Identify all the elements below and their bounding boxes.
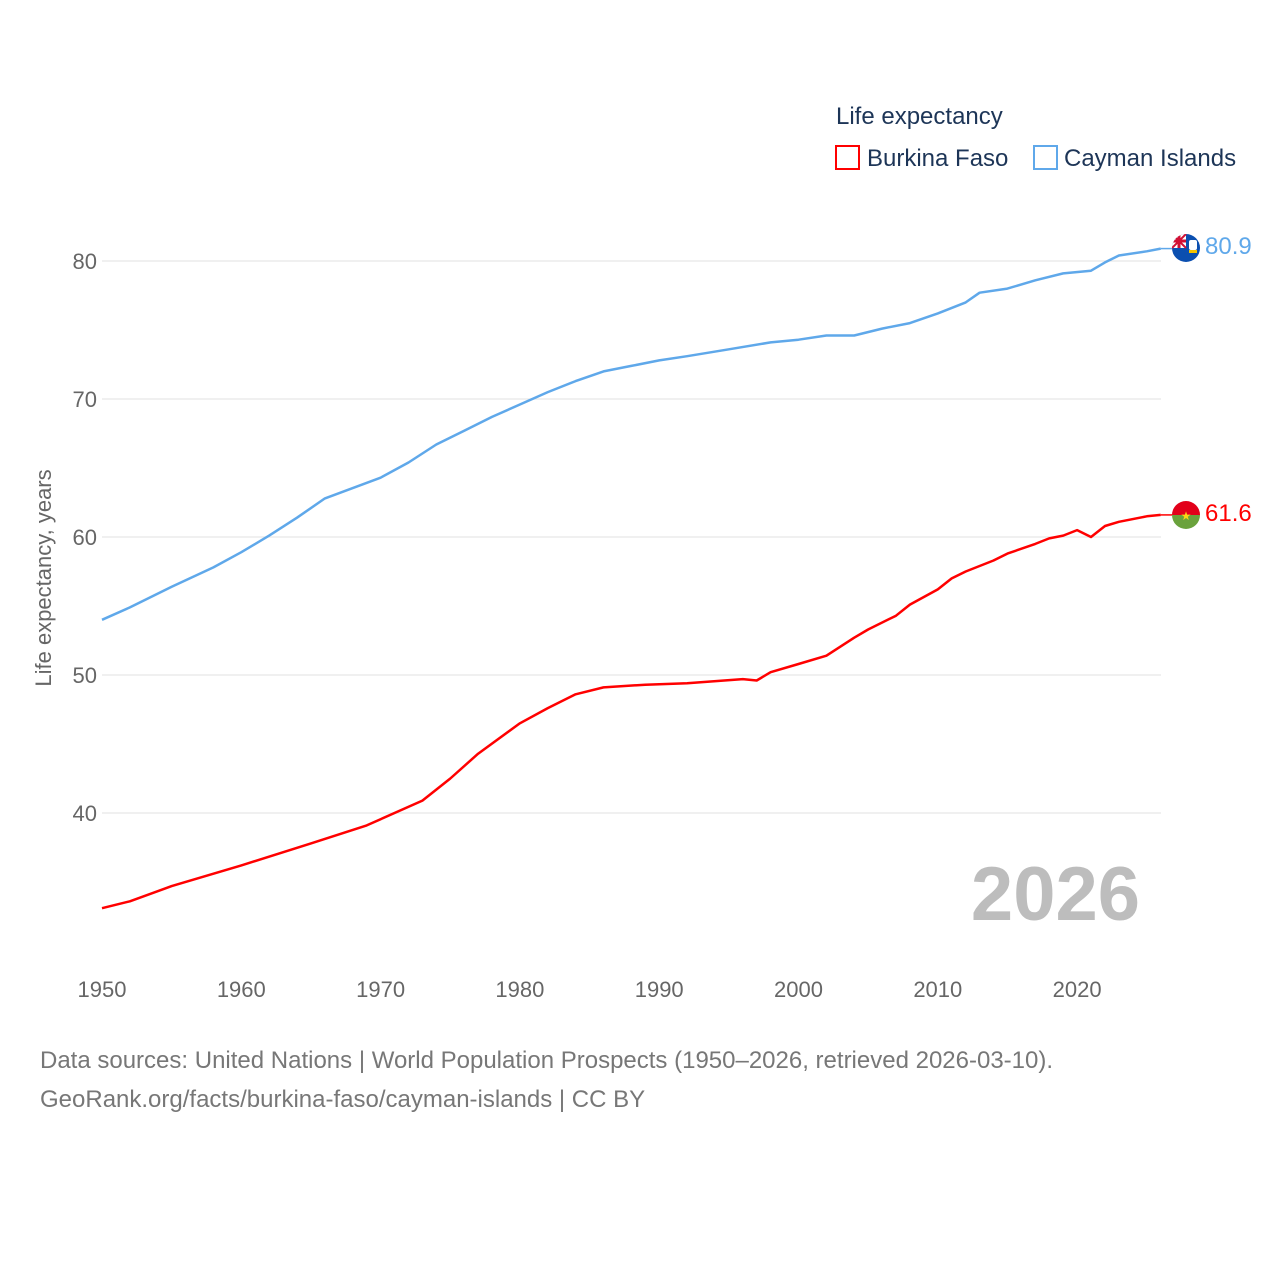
- series-lines: [101, 247, 1172, 910]
- x-tick-label: 2010: [913, 977, 962, 1002]
- y-tick-label: 80: [73, 249, 97, 274]
- x-tick-label: 2000: [774, 977, 823, 1002]
- y-tick-label: 40: [73, 801, 97, 826]
- x-tick-label: 1980: [495, 977, 544, 1002]
- y-tick-label: 60: [73, 525, 97, 550]
- gridlines: [102, 260, 1161, 814]
- legend-label: Cayman Islands: [1064, 145, 1236, 172]
- source-url: GeoRank.org/facts/burkina-faso/cayman-is…: [40, 1086, 646, 1113]
- legend: Life expectancy Burkina Faso Cayman Isla…: [835, 103, 1236, 172]
- y-axis-ticks: 40 50 60 70 80: [73, 249, 97, 826]
- x-tick-label: 1950: [78, 977, 127, 1002]
- x-tick-label: 1960: [217, 977, 266, 1002]
- legend-title: Life expectancy: [836, 103, 1003, 130]
- legend-item-burkina-faso[interactable]: Burkina Faso: [835, 145, 1008, 172]
- legend-label: Burkina Faso: [867, 145, 1008, 172]
- legend-item-cayman-islands[interactable]: Cayman Islands: [1033, 145, 1236, 172]
- legend-swatch: [1033, 145, 1058, 170]
- x-tick-label: 2020: [1053, 977, 1102, 1002]
- x-axis-ticks: 1950 1960 1970 1980 1990 2000 2010 2020: [78, 977, 1102, 1002]
- x-tick-label: 1970: [356, 977, 405, 1002]
- burkina-faso-line: [101, 513, 1161, 910]
- burkina-faso-end-label: 61.6: [1205, 500, 1252, 527]
- y-axis-label: Life expectancy, years: [31, 469, 56, 686]
- cayman-islands-line: [101, 247, 1161, 621]
- burkina-faso-flag-icon: ★: [1172, 501, 1200, 529]
- x-tick-label: 1990: [635, 977, 684, 1002]
- cayman-islands-flag-icon: [1172, 234, 1200, 262]
- svg-text:★: ★: [1181, 509, 1192, 523]
- line-chart: 40 50 60 70 80 1950 1960 1970 1980 1990 2000 2010 2…: [31, 103, 1252, 1002]
- source-note: Data sources: United Nations | World Pop…: [40, 1047, 1054, 1074]
- y-tick-label: 50: [73, 663, 97, 688]
- cayman-islands-end-label: 80.9: [1205, 233, 1252, 260]
- year-label: 2026: [971, 852, 1140, 937]
- y-tick-label: 70: [73, 387, 97, 412]
- legend-swatch: [835, 145, 860, 170]
